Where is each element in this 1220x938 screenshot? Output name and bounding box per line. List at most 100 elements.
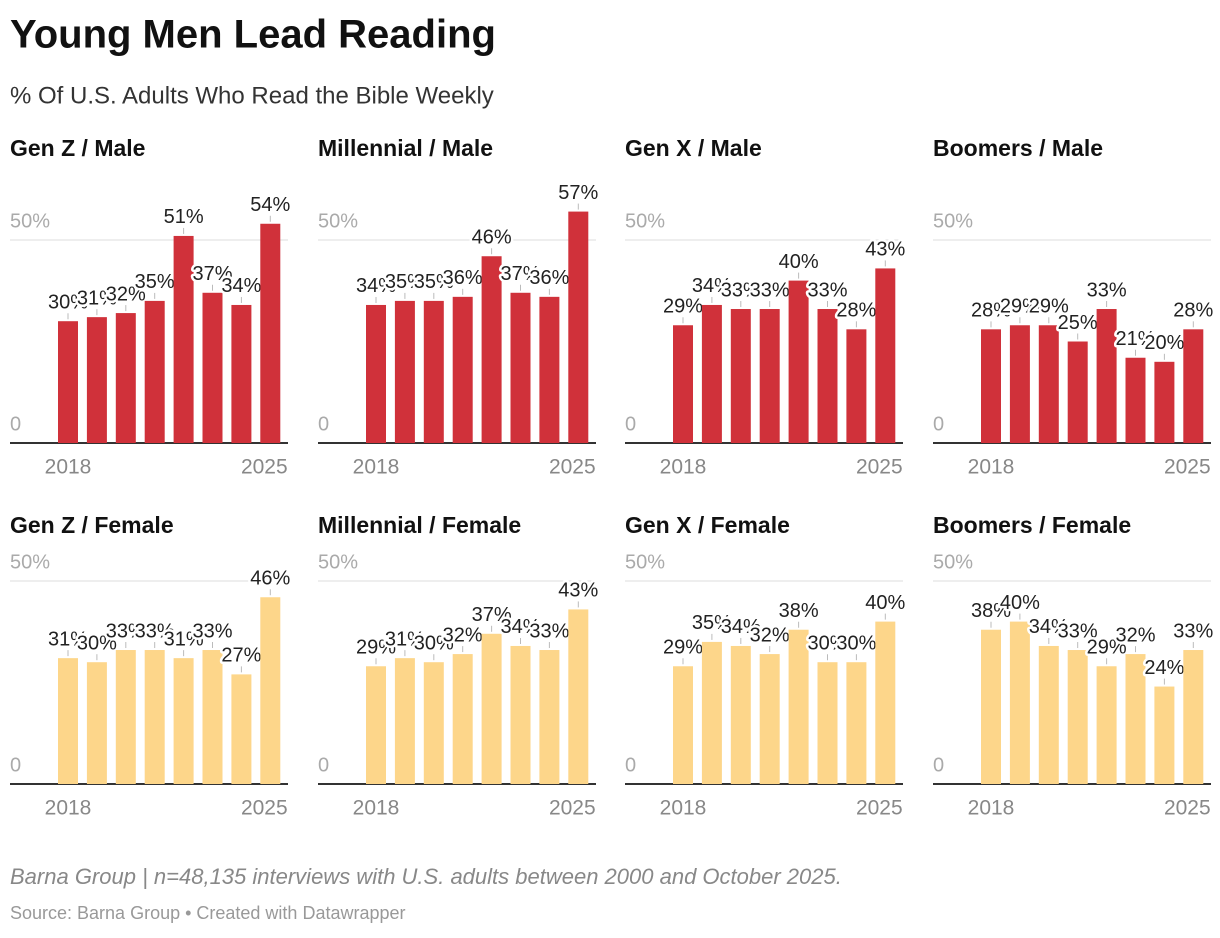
bar	[568, 211, 589, 443]
value-label: 40%	[865, 592, 905, 614]
value-label: 33%	[1058, 620, 1098, 642]
panel-title: Millennial / Female	[318, 512, 521, 538]
bar	[260, 597, 281, 784]
panel-title: Gen X / Female	[625, 512, 790, 538]
value-label: 30%	[414, 632, 454, 654]
bar	[1154, 361, 1175, 443]
x-tick-label: 2018	[968, 797, 1015, 820]
value-label: 35%	[692, 612, 732, 634]
y-tick-label: 50%	[318, 551, 358, 573]
x-tick-label: 2018	[45, 456, 92, 479]
bar	[1096, 666, 1117, 784]
value-label: 36%	[529, 267, 569, 289]
bar	[1183, 650, 1204, 784]
bar	[423, 300, 444, 443]
y-tick-label: 50%	[10, 551, 50, 573]
x-tick-label: 2018	[968, 456, 1015, 479]
y-tick-label: 0	[10, 754, 21, 776]
bar	[366, 304, 386, 443]
value-label: 25%	[1058, 312, 1098, 334]
value-label: 29%	[663, 296, 703, 318]
bar	[701, 641, 722, 784]
value-label: 35%	[414, 271, 454, 293]
value-label: 29%	[1000, 296, 1040, 318]
bar	[1125, 654, 1146, 784]
value-label: 28%	[971, 300, 1011, 322]
value-label: 35%	[385, 271, 425, 293]
value-label: 31%	[385, 628, 425, 650]
y-tick-label: 50%	[625, 210, 665, 232]
bar	[1154, 686, 1175, 784]
bar	[1009, 621, 1030, 784]
panel-title: Gen X / Male	[625, 135, 762, 161]
value-label: 34%	[692, 275, 732, 297]
value-label: 29%	[663, 637, 703, 659]
bar	[875, 268, 896, 443]
bar	[1096, 309, 1117, 443]
page-title: Young Men Lead Reading	[10, 13, 496, 57]
bar	[875, 621, 896, 784]
value-label: 31%	[164, 628, 204, 650]
value-label: 54%	[250, 194, 290, 216]
value-label: 32%	[443, 624, 483, 646]
value-label: 33%	[106, 620, 146, 642]
bar	[452, 654, 473, 784]
value-label: 33%	[529, 620, 569, 642]
value-label: 34%	[500, 616, 540, 638]
bar	[846, 662, 867, 784]
value-label: 30%	[836, 632, 876, 654]
value-label: 34%	[721, 616, 761, 638]
bar	[231, 674, 252, 784]
bar	[58, 658, 78, 784]
value-label: 32%	[106, 283, 146, 305]
bar	[673, 325, 693, 443]
value-label: 43%	[865, 239, 905, 261]
value-label: 32%	[1115, 624, 1155, 646]
bar	[759, 309, 780, 443]
bar	[173, 235, 194, 443]
x-tick-label: 2025	[549, 797, 596, 820]
bar	[510, 645, 531, 784]
x-tick-label: 2018	[353, 797, 400, 820]
value-label: 37%	[472, 604, 512, 626]
value-label: 34%	[356, 275, 396, 297]
x-tick-label: 2018	[353, 456, 400, 479]
y-tick-label: 50%	[625, 551, 665, 573]
value-label: 32%	[750, 624, 790, 646]
bar	[58, 321, 78, 443]
y-tick-label: 0	[318, 413, 329, 435]
value-label: 21%	[1115, 328, 1155, 350]
bar	[846, 329, 867, 443]
bar	[1038, 325, 1059, 443]
value-label: 34%	[221, 275, 261, 297]
x-tick-label: 2025	[1164, 797, 1211, 820]
value-label: 34%	[1029, 616, 1069, 638]
value-label: 31%	[77, 287, 117, 309]
value-label: 57%	[558, 182, 598, 204]
bar	[1067, 650, 1088, 784]
y-tick-label: 50%	[933, 210, 973, 232]
subtitle: % Of U.S. Adults Who Read the Bible Week…	[10, 82, 494, 109]
bar	[144, 300, 165, 443]
bar	[788, 280, 809, 443]
value-label: 33%	[1087, 279, 1127, 301]
bar	[423, 662, 444, 784]
bar	[173, 658, 194, 784]
x-tick-label: 2018	[45, 797, 92, 820]
panel-title: Gen Z / Male	[10, 135, 145, 161]
bar	[366, 666, 386, 784]
bar	[115, 650, 136, 784]
value-label: 36%	[443, 267, 483, 289]
bar	[568, 609, 589, 784]
x-tick-label: 2025	[856, 456, 903, 479]
value-label: 24%	[1144, 657, 1184, 679]
bar	[452, 296, 473, 443]
bar	[394, 300, 415, 443]
value-label: 20%	[1144, 332, 1184, 354]
value-label: 43%	[558, 580, 598, 602]
bar	[981, 629, 1001, 784]
bar	[1009, 325, 1030, 443]
value-label: 35%	[135, 271, 175, 293]
value-label: 33%	[1173, 620, 1213, 642]
y-tick-label: 0	[625, 754, 636, 776]
